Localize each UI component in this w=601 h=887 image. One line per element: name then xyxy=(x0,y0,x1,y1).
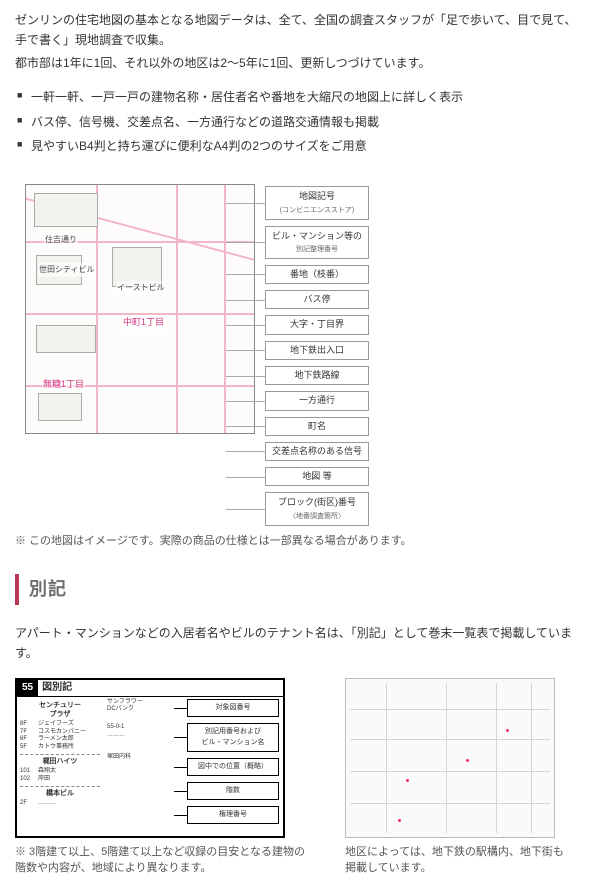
legend-sublabel: 別記整理番号 xyxy=(272,244,362,256)
legend-label: 地下鉄路線 xyxy=(295,370,340,380)
bekki-tag: 権理番号 xyxy=(187,806,279,824)
bekki-tag: 図中での位置（概略） xyxy=(187,758,279,776)
map-label-area1: 中町1丁目 xyxy=(122,315,165,330)
section-intro: アパート・マンションなどの入居者名やビルのテナント名は、「別記」として巻末一覧表… xyxy=(15,623,586,664)
bekki-tag: 対象図番号 xyxy=(187,699,279,717)
bullet-item: 一軒一軒、一戸一戸の建物名称・居住者名や番地を大縮尺の地図上に詳しく表示 xyxy=(17,87,586,107)
legend-item: 地図記号 (コンビニエンスストア) xyxy=(265,186,369,219)
bekki-panel: 55 図別記 センチュリー プラザ 8Fジェイフーズ 7Fコスモカンパニー 6F… xyxy=(15,678,285,838)
bekki-page-num: 55 xyxy=(17,678,38,697)
legend-item: 町名 xyxy=(265,417,369,436)
map-figure: 住吉通り 世田シティビル イーストビル 中町1丁目 無糖1丁目 地図記号 (コン… xyxy=(15,184,586,525)
legend-item: ブロック(街区)番号 〈地番調査箇所〉 xyxy=(265,492,369,525)
legend-item: 地図 等 xyxy=(265,467,369,486)
intro-block: ゼンリンの住宅地図の基本となる地図データは、全て、全国の調査スタッフが「足で歩い… xyxy=(15,10,586,73)
bekki-building-name: センチュリー プラザ xyxy=(20,701,100,719)
legend-item: ビル・マンション等の 別記整理番号 xyxy=(265,226,369,259)
map-label-bldg2: イーストビル xyxy=(116,281,166,295)
legend-sublabel: (コンビニエンスストア) xyxy=(272,205,362,217)
map-label-street: 住吉通り xyxy=(44,233,78,247)
legend-label: 大字・丁目界 xyxy=(290,319,344,329)
legend-item: 地下鉄出入口 xyxy=(265,341,369,360)
bekki-tag: 階数 xyxy=(187,782,279,800)
map-caption: ※ この地図はイメージです。実際の商品の仕様とは一部異なる場合があります。 xyxy=(15,532,586,551)
bekki-mid-column: サンフラワー DCバンク 55-0-1 ……… 塚田内科 xyxy=(107,699,162,762)
map-label-bldg1: 世田シティビル xyxy=(38,263,96,277)
legend-label: 地図記号 xyxy=(299,191,335,201)
bekki-figure: 55 図別記 センチュリー プラザ 8Fジェイフーズ 7Fコスモカンパニー 6F… xyxy=(15,678,305,877)
bullet-item: バス停、信号機、交差点名、一方通行などの道路交通情報も掲載 xyxy=(17,112,586,132)
map-legend: 地図記号 (コンビニエンスストア) ビル・マンション等の 別記整理番号 番地（枝… xyxy=(265,184,369,525)
legend-label: 交差点名称のある信号 xyxy=(272,446,362,456)
subway-panel xyxy=(345,678,555,838)
legend-sublabel: 〈地番調査箇所〉 xyxy=(272,511,362,523)
legend-label: 地下鉄出入口 xyxy=(290,345,344,355)
bekki-tags: 対象図番号 別記用番号および ビル・マンション名 図中での位置（概略） 階数 権… xyxy=(187,699,279,824)
bekki-building-name: 梶田ハイツ xyxy=(20,757,100,766)
section-heading: 別記 xyxy=(15,574,586,605)
legend-label: 町名 xyxy=(308,421,326,431)
bekki-page-label: 図別記 xyxy=(42,679,72,696)
intro-line-2: 都市部は1年に1回、それ以外の地区は2〜5年に1回、更新しつづけています。 xyxy=(15,53,586,73)
legend-item: 一方通行 xyxy=(265,391,369,410)
legend-item: 交差点名称のある信号 xyxy=(265,442,369,461)
bekki-tag: 別記用番号および ビル・マンション名 xyxy=(187,723,279,753)
legend-label: 一方通行 xyxy=(299,395,335,405)
legend-label: バス停 xyxy=(304,294,331,304)
bekki-header: 55 図別記 xyxy=(17,680,283,697)
legend-label: 番地（枝番） xyxy=(290,269,344,279)
legend-label: 地図 等 xyxy=(302,471,332,481)
map-label-area2: 無糖1丁目 xyxy=(42,377,85,392)
feature-bullets: 一軒一軒、一戸一戸の建物名称・居住者名や番地を大縮尺の地図上に詳しく表示 バス停… xyxy=(17,87,586,156)
legend-item: 地下鉄路線 xyxy=(265,366,369,385)
bekki-caption: ※ 3階建て以上、5階建て以上など収録の目安となる建物の階数や内容が、地域により… xyxy=(15,844,305,877)
bullet-item: 見やすいB4判と持ち運びに便利なA4判の2つのサイズをご用意 xyxy=(17,136,586,156)
subway-figure: 地区によっては、地下鉄の駅構内、地下街も掲載しています。 xyxy=(345,678,565,877)
subway-caption: 地区によっては、地下鉄の駅構内、地下街も掲載しています。 xyxy=(345,844,565,877)
bekki-left-column: センチュリー プラザ 8Fジェイフーズ 7Fコスモカンパニー 6Fラーメン太郎 … xyxy=(20,699,100,808)
legend-item: バス停 xyxy=(265,290,369,309)
legend-item: 番地（枝番） xyxy=(265,265,369,284)
intro-line-1: ゼンリンの住宅地図の基本となる地図データは、全て、全国の調査スタッフが「足で歩い… xyxy=(15,10,586,51)
bekki-building-name: 橋本ビル xyxy=(20,789,100,798)
legend-item: 大字・丁目界 xyxy=(265,315,369,334)
legend-label: ブロック(街区)番号 xyxy=(278,497,356,507)
legend-label: ビル・マンション等の xyxy=(272,231,362,241)
lower-figures: 55 図別記 センチュリー プラザ 8Fジェイフーズ 7Fコスモカンパニー 6F… xyxy=(15,678,586,877)
map-panel: 住吉通り 世田シティビル イーストビル 中町1丁目 無糖1丁目 xyxy=(25,184,255,434)
